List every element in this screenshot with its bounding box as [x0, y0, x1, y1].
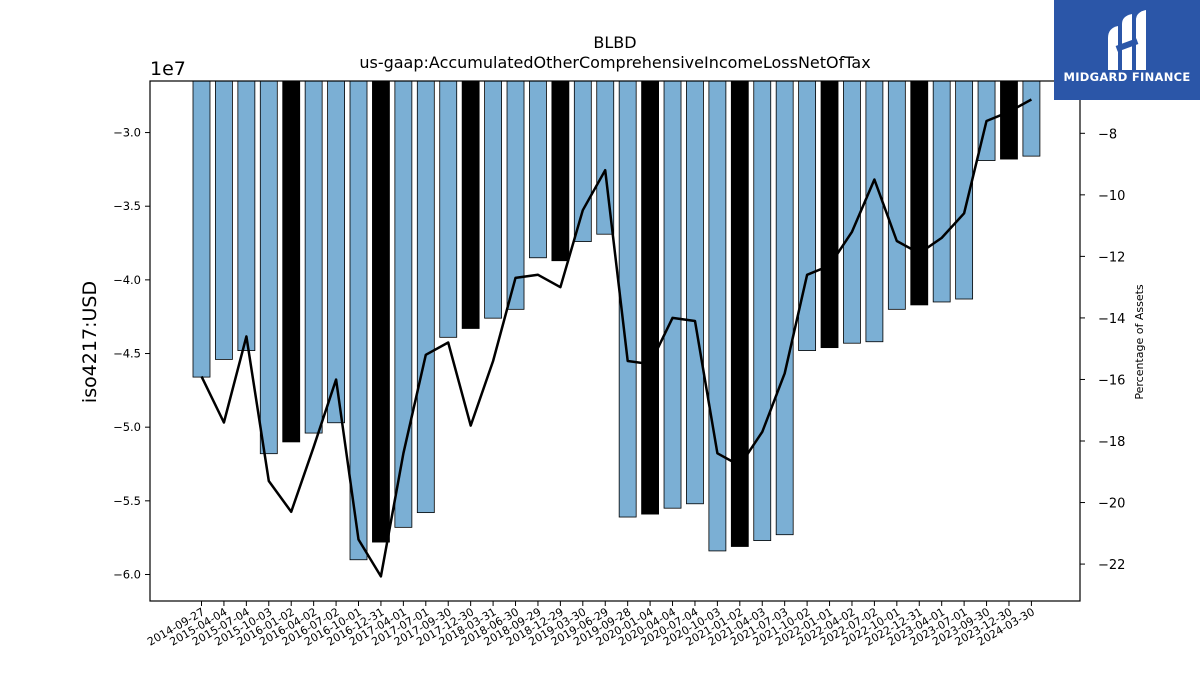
y2-tick-label: −18 — [1098, 435, 1125, 450]
bar-2020-10-03 — [708, 80, 727, 552]
bar-2021-07-03 — [775, 80, 794, 536]
y-tick-label: −5.5 — [113, 494, 141, 508]
bar-2015-07-04 — [237, 80, 256, 351]
bar-2016-12-31 — [372, 80, 390, 543]
y2-tick-label: −12 — [1098, 250, 1125, 265]
y2-tick-label: −20 — [1098, 497, 1125, 512]
plot-frame — [149, 80, 1081, 602]
bar-2018-03-31 — [484, 80, 502, 319]
y-tick-label: −6.0 — [113, 567, 141, 581]
bar-2018-06-30 — [506, 80, 525, 310]
bar-2020-04-04 — [663, 80, 682, 509]
bar-2021-01-02 — [730, 80, 749, 547]
bar-2024-03-30 — [1022, 80, 1041, 157]
bar-2021-04-03 — [753, 80, 772, 542]
y-tick-label: −4.5 — [113, 347, 141, 361]
bar-2017-07-01 — [416, 80, 435, 514]
bar-2015-10-03 — [259, 80, 278, 455]
y-tick-label: −3.5 — [113, 199, 141, 213]
brand-logo: MIDGARD FINANCE — [1054, 0, 1200, 100]
y-scale-label: 1e7 — [150, 58, 186, 80]
axes-group — [149, 80, 1081, 602]
bars-group — [192, 80, 1041, 561]
bar-2020-01-04 — [641, 80, 659, 515]
y-tick-label: −4.0 — [113, 273, 141, 287]
y-tick-label: −3.0 — [113, 126, 141, 140]
bar-2022-04-02 — [843, 80, 861, 344]
bar-2017-09-30 — [439, 80, 458, 338]
bar-2016-01-02 — [282, 80, 301, 443]
y-axis-label: iso4217:USD — [79, 281, 101, 403]
y2-tick-label: −8 — [1098, 127, 1117, 142]
chart-title: BLBD — [593, 33, 636, 52]
y2-tick-label: −10 — [1098, 189, 1125, 204]
bar-2018-09-29 — [529, 80, 547, 259]
bar-2023-04-01 — [932, 80, 951, 303]
bar-2017-12-30 — [461, 80, 480, 329]
bar-2019-03-30 — [573, 80, 592, 242]
bar-2015-04-04 — [215, 80, 233, 360]
bar-2022-10-01 — [887, 80, 906, 310]
midgard-logo-icon — [1108, 10, 1146, 70]
chart-subtitle: us-gaap:AccumulatedOtherComprehensiveInc… — [359, 53, 870, 72]
bar-2021-10-02 — [798, 80, 817, 351]
y-tick-label: −5.0 — [113, 420, 141, 434]
y2-tick-label: −16 — [1098, 373, 1125, 388]
bar-2022-07-02 — [865, 80, 884, 343]
bar-2023-12-30 — [1000, 80, 1018, 160]
bar-2016-04-02 — [304, 80, 323, 434]
bar-2014-09-27 — [192, 80, 211, 378]
y2-axis-label: Percentage of Assets — [1133, 284, 1146, 400]
percentage-of-assets-line — [200, 98, 1033, 578]
ticks-group: −3.0 −3.5 −4.0 −4.5 −5.0 −5.5 −6.0 −8 −10 −12 −14 −… — [113, 126, 1125, 649]
brand-name: MIDGARD FINANCE — [1063, 70, 1191, 84]
y2-tick-label: −14 — [1098, 312, 1125, 327]
bar-2018-12-29 — [551, 80, 570, 262]
bar-2022-12-31 — [910, 80, 929, 306]
bar-2020-07-04 — [686, 80, 704, 505]
bar-2016-07-02 — [327, 80, 345, 424]
line-group — [200, 98, 1033, 578]
y2-tick-label: −22 — [1098, 558, 1125, 573]
bar-2019-09-28 — [618, 80, 637, 518]
bar-2016-10-01 — [349, 80, 368, 561]
bar-2022-01-01 — [820, 80, 839, 349]
